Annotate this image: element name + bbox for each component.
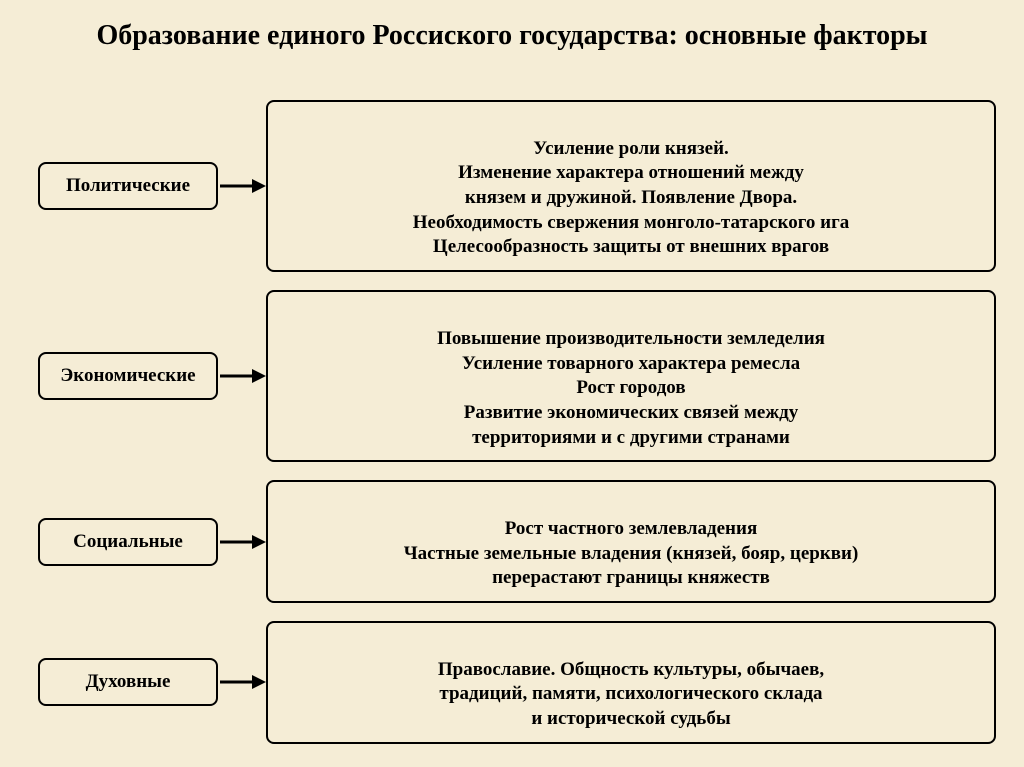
factor-label-box: Экономические — [38, 352, 218, 400]
factor-label-box: Социальные — [38, 518, 218, 566]
diagram-title: Образование единого Россиского государст… — [0, 0, 1024, 63]
factor-content-box: Православие. Общность культуры, обычаев,… — [266, 621, 996, 744]
factor-content-box: Усиление роли князей. Изменение характер… — [266, 100, 996, 272]
factor-label: Социальные — [73, 531, 183, 553]
factor-content-box: Рост частного землевладения Частные земе… — [266, 480, 996, 603]
factor-label-box: Духовные — [38, 658, 218, 706]
diagram-rows: Политические Усиление роли князей. Измен… — [0, 100, 1024, 762]
factor-row: Экономические Повышение производительнос… — [0, 290, 1024, 462]
factor-content: Повышение производительности земледелия … — [437, 328, 825, 448]
factor-row: Политические Усиление роли князей. Измен… — [0, 100, 1024, 272]
factor-label: Политические — [66, 175, 190, 197]
factor-row: Духовные Православие. Общность культуры,… — [0, 621, 1024, 744]
factor-content: Рост частного землевладения Частные земе… — [404, 518, 859, 588]
factor-content: Усиление роли князей. Изменение характер… — [413, 138, 849, 258]
arrow-icon — [218, 532, 266, 552]
factor-row: Социальные Рост частного землевладения Ч… — [0, 480, 1024, 603]
factor-content: Православие. Общность культуры, обычаев,… — [438, 659, 824, 729]
arrow-icon — [218, 672, 266, 692]
factor-content-box: Повышение производительности земледелия … — [266, 290, 996, 462]
arrow-icon — [218, 176, 266, 196]
factor-label-box: Политические — [38, 162, 218, 210]
factor-label: Экономические — [60, 365, 195, 387]
factor-label: Духовные — [86, 671, 171, 693]
arrow-icon — [218, 366, 266, 386]
